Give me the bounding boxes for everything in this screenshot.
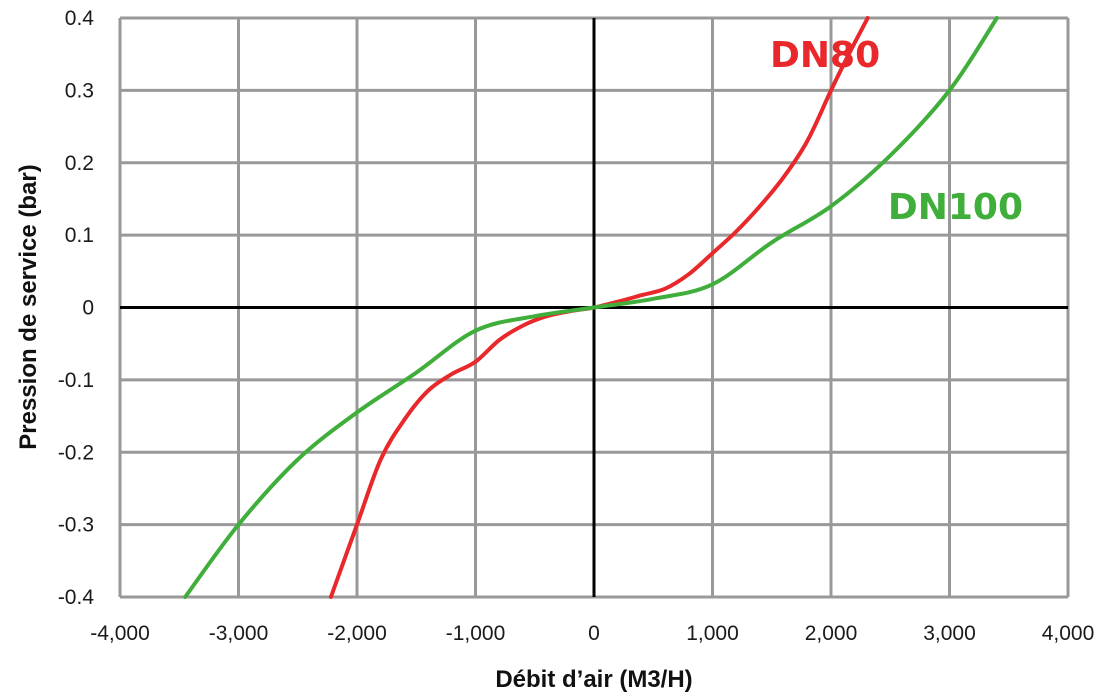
y-tick-label: 0 — [82, 297, 94, 320]
series-label-dn80: DN80 — [770, 35, 880, 76]
x-tick-label: 2,000 — [805, 622, 858, 645]
y-tick-label: 0.4 — [65, 7, 95, 30]
y-tick-label: -0.2 — [58, 441, 94, 464]
x-tick-label: -3,000 — [209, 622, 269, 645]
x-tick-label: -2,000 — [327, 622, 387, 645]
y-tick-label: -0.4 — [58, 586, 95, 609]
series-lines — [183, 16, 999, 599]
x-tick-label: 4,000 — [1042, 622, 1095, 645]
series-labels: DN80 DN100 — [770, 35, 1023, 228]
y-tick-label: 0.2 — [65, 152, 94, 175]
y-tick-label: 0.1 — [65, 224, 94, 247]
x-tick-label: 1,000 — [686, 622, 739, 645]
x-tick-label: 3,000 — [923, 622, 976, 645]
series-line-dn100 — [183, 16, 999, 599]
y-tick-label: -0.3 — [58, 514, 94, 537]
y-tick-label: -0.1 — [58, 369, 94, 392]
x-axis-label: Débit d’air (M3/H) — [495, 666, 692, 693]
series-label-dn100: DN100 — [888, 187, 1023, 228]
x-tick-label: -1,000 — [446, 622, 506, 645]
tick-labels: -4,000 -3,000 -2,000 -1,000 0 1,000 2,000 3,000… — [58, 7, 1094, 645]
y-tick-label: 0.3 — [65, 79, 94, 102]
y-axis-label: Pression de service (bar) — [15, 164, 42, 449]
x-tick-label: -4,000 — [90, 622, 150, 645]
x-tick-label: 0 — [588, 622, 600, 645]
